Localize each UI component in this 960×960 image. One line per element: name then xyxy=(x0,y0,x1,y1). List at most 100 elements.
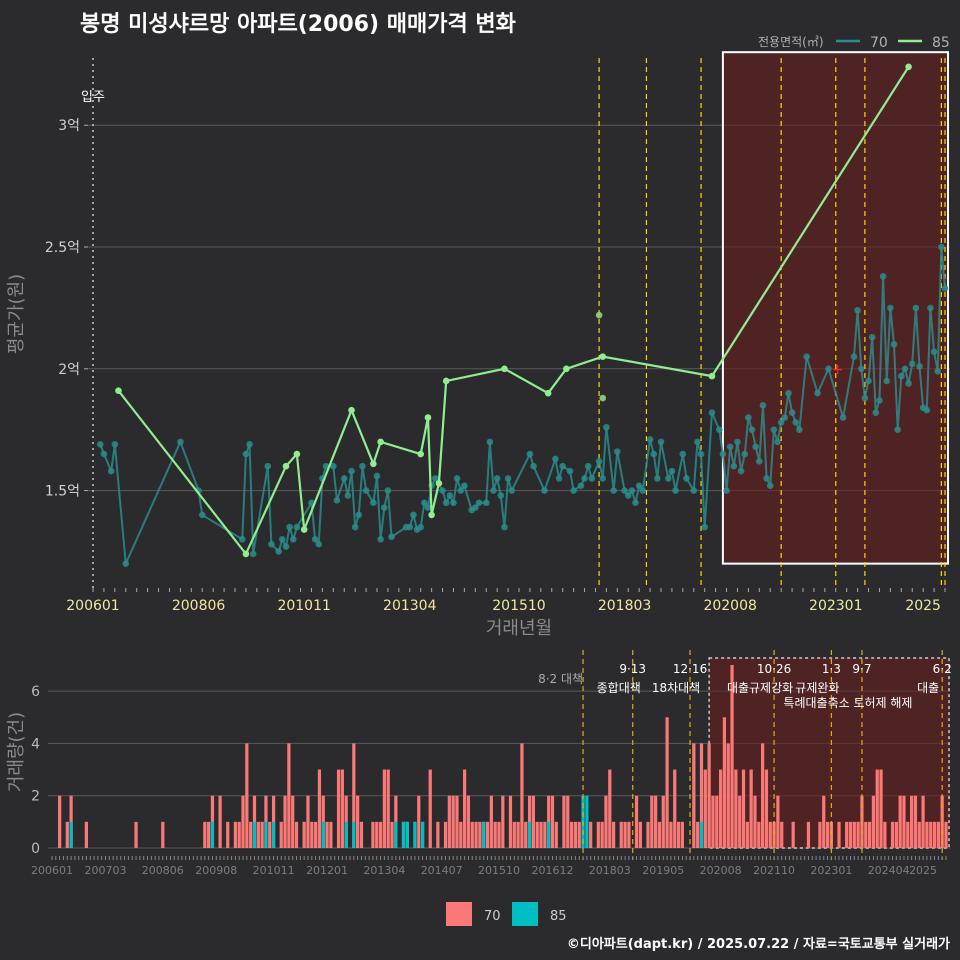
vol-bar-70-143 xyxy=(852,821,856,848)
vol-bar-70-90 xyxy=(596,821,600,848)
series-point-70-99 xyxy=(690,487,698,494)
vol-bar-70-12 xyxy=(237,821,241,848)
vol-bar-70-93 xyxy=(608,769,612,848)
vol-bar-70-75 xyxy=(524,821,528,848)
vol-bar-70-96 xyxy=(623,821,627,848)
vol-bar-70-78 xyxy=(535,821,539,848)
series-point-70-104 xyxy=(715,426,723,433)
series-point-70-90 xyxy=(646,436,654,443)
vol-bar-70-148 xyxy=(871,795,876,848)
series-point-70-70 xyxy=(552,455,559,463)
vol-bar-70-41 xyxy=(371,821,375,848)
series-point-70-107 xyxy=(726,443,734,451)
vol-bar-70-10 xyxy=(226,821,230,848)
series-point-70-144 xyxy=(898,372,905,380)
vol-bar-85-14 xyxy=(527,821,532,848)
vol-bar-70-46 xyxy=(390,821,394,848)
series-point-85-16 xyxy=(599,353,607,360)
series-point-70-50 xyxy=(442,499,450,507)
vol-bar-70-14 xyxy=(245,743,249,848)
vol-bar-70-82 xyxy=(550,795,555,848)
series-point-70-137 xyxy=(872,409,880,416)
series-point-70-27 xyxy=(340,475,348,482)
vol-bar-70-54 xyxy=(436,821,440,848)
vol-bar-70-72 xyxy=(512,821,516,848)
series-point-70-77 xyxy=(584,462,592,470)
series-point-85-5 xyxy=(348,406,355,414)
series-point-70-111 xyxy=(741,450,749,458)
series-point-70-60 xyxy=(486,438,494,446)
series-point-70-16 xyxy=(282,543,290,550)
series-point-70-38 xyxy=(384,487,392,494)
series-point-85-14 xyxy=(544,389,552,397)
policy-label-bottom-6: 대출 xyxy=(917,681,939,695)
series-point-70-79 xyxy=(595,458,603,465)
vol-bar-70-87 xyxy=(573,821,578,848)
vol-x-label-2: 200806 xyxy=(142,864,184,877)
series-point-70-71 xyxy=(555,475,563,482)
x-tick-label-2: 201011 xyxy=(277,598,330,614)
vol-bar-70-92 xyxy=(604,795,608,848)
series-point-70-7 xyxy=(198,511,206,519)
vol-bar-70-116 xyxy=(715,795,719,848)
series-point-70-78 xyxy=(588,475,596,482)
series-point-70-37 xyxy=(380,504,388,511)
series-point-70-127 xyxy=(803,353,810,360)
vol-bar-70-53 xyxy=(428,769,432,848)
series-point-70-25 xyxy=(330,462,337,470)
series-point-70-28 xyxy=(344,492,352,499)
vol-bar-85-7 xyxy=(352,821,356,848)
policy-label-top-1: 9·13 xyxy=(619,662,646,676)
vol-x-label-14: 202301 xyxy=(810,864,852,877)
vol-bar-70-38 xyxy=(352,743,356,848)
series-point-70-86 xyxy=(628,487,636,494)
vol-bar-70-23 xyxy=(283,795,287,848)
vol-bar-70-129 xyxy=(764,769,769,848)
series-point-85-3 xyxy=(293,450,301,458)
x-tick-label-5: 201803 xyxy=(598,598,651,614)
series-point-70-94 xyxy=(664,475,672,482)
highlight-region xyxy=(721,51,950,565)
series-point-70-97 xyxy=(679,450,687,458)
vol-bar-70-69 xyxy=(497,821,501,848)
series-point-70-123 xyxy=(785,389,792,397)
vol-bar-70-117 xyxy=(718,769,723,848)
series-point-70-67 xyxy=(526,450,534,458)
series-point-70-64 xyxy=(501,523,508,531)
vol-bar-70-151 xyxy=(883,821,887,848)
series-point-70-30 xyxy=(351,523,359,531)
vol-x-label-0: 200601 xyxy=(31,864,73,877)
policy-label-top-2: 12·16 xyxy=(673,662,707,676)
vol-bar-85-17 xyxy=(585,795,589,848)
series-point-70-81 xyxy=(603,423,610,431)
vol-bar-70-67 xyxy=(489,795,493,848)
vol-bar-70-124 xyxy=(745,821,749,848)
vol-bar-70-97 xyxy=(627,821,631,848)
vol-bar-70-80 xyxy=(543,821,547,848)
series-point-70-4 xyxy=(122,560,130,567)
vol-bar-70-91 xyxy=(600,821,604,848)
series-point-70-153 xyxy=(930,348,938,356)
series-point-70-113 xyxy=(748,426,756,433)
vol-bar-70-60 xyxy=(463,769,467,848)
vol-bar-70-94 xyxy=(612,821,616,848)
series-point-70-130 xyxy=(839,414,847,421)
legend-title: 전용면적(㎡) xyxy=(758,35,824,49)
series-point-70-136 xyxy=(868,333,876,341)
series-point-70-156 xyxy=(941,285,949,292)
series-point-70-91 xyxy=(650,450,658,458)
legend-label-70: 70 xyxy=(870,35,888,51)
red-marker: + xyxy=(832,362,844,378)
vol-bar-85-8 xyxy=(394,821,398,848)
vol-bar-70-109 xyxy=(680,821,684,848)
series-point-70-119 xyxy=(770,426,778,433)
series-point-70-114 xyxy=(752,443,759,451)
vol-bar-85-5 xyxy=(321,821,325,848)
vol-bar-70-83 xyxy=(554,821,558,848)
vol-bar-70-42 xyxy=(375,821,379,848)
series-point-70-44 xyxy=(417,523,424,531)
series-point-70-135 xyxy=(865,377,872,385)
vol-bar-70-125 xyxy=(749,769,753,848)
x-tick-label-7: 202301 xyxy=(809,598,862,614)
